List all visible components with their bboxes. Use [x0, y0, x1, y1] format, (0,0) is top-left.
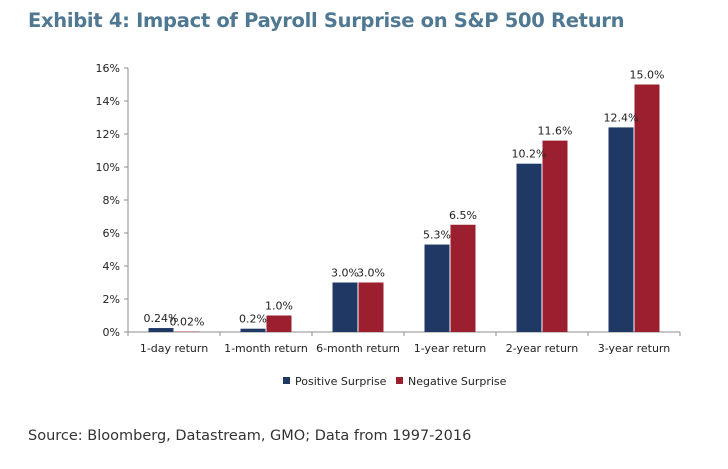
bar-positive — [148, 328, 174, 332]
bar-negative — [542, 140, 568, 332]
bar-negative — [358, 282, 384, 332]
y-tick-label: 0% — [103, 326, 120, 339]
x-tick-label: 1-month return — [224, 342, 308, 355]
x-tick-label: 6-month return — [316, 342, 400, 355]
data-label: 0.2% — [239, 313, 267, 326]
y-tick-label: 8% — [103, 194, 120, 207]
bar-negative — [634, 84, 660, 332]
y-tick-label: 12% — [96, 128, 120, 141]
source-note: Source: Bloomberg, Datastream, GMO; Data… — [28, 428, 472, 444]
bar-positive — [424, 244, 450, 332]
bar-chart: 0% 2% 4% 6% 8% 10% 12% 14% 16% 1-day return 1-mon… — [96, 62, 681, 388]
x-tick-label: 3-year return — [598, 342, 670, 355]
legend-swatch-positive — [283, 377, 290, 384]
legend: Positive Surprise Negative Surprise — [283, 375, 507, 388]
data-label: 12.4% — [604, 111, 639, 124]
bar-positive — [516, 163, 542, 332]
bar-positive — [608, 127, 634, 333]
x-tick-label: 2-year return — [506, 342, 578, 355]
data-label: 11.6% — [538, 125, 573, 138]
data-label: 3.0% — [331, 267, 359, 280]
bar-negative — [266, 315, 292, 332]
data-label: 6.5% — [449, 209, 477, 222]
data-labels: 0.24% 0.2% 3.0% 5.3% 10.2% 12.4% 0.02% 1.0% 3.0%… — [144, 69, 665, 329]
bar-positive — [332, 282, 358, 332]
data-label: 0.02% — [170, 316, 205, 329]
y-tick-label: 10% — [96, 161, 120, 174]
bar-negative — [450, 224, 476, 332]
y-tick-label: 4% — [103, 260, 120, 273]
legend-label: Negative Surprise — [408, 375, 507, 388]
x-tick-label: 1-day return — [140, 342, 208, 355]
data-label: 5.3% — [423, 229, 451, 242]
y-tick-label: 2% — [103, 293, 120, 306]
data-label: 15.0% — [630, 69, 665, 82]
y-tick-label: 6% — [103, 227, 120, 240]
bars — [148, 84, 660, 333]
data-label: 3.0% — [357, 267, 385, 280]
data-label: 10.2% — [512, 148, 547, 161]
chart-title: Exhibit 4: Impact of Payroll Surprise on… — [28, 9, 625, 32]
bar-positive — [240, 328, 266, 332]
y-tick-label: 14% — [96, 95, 120, 108]
legend-swatch-negative — [396, 377, 403, 384]
data-label: 1.0% — [265, 300, 293, 313]
y-axis: 0% 2% 4% 6% 8% 10% 12% 14% 16% — [96, 62, 129, 339]
data-label: 0.24% — [144, 312, 179, 325]
legend-label: Positive Surprise — [295, 375, 387, 388]
x-axis: 1-day return 1-month return 6-month return… — [127, 331, 681, 355]
y-tick-label: 16% — [96, 62, 120, 75]
x-tick-label: 1-year return — [414, 342, 486, 355]
